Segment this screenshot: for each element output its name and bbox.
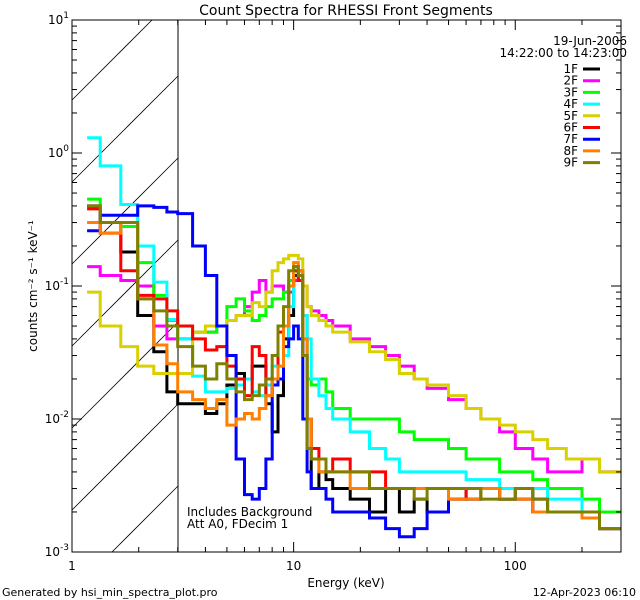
- y-tick-labels: 101 100 10-1 10-2 10-3: [45, 11, 70, 559]
- hatch-line: [71, 75, 179, 183]
- legend-label-7F: 7F: [563, 132, 578, 146]
- hatch-line: [71, 321, 179, 429]
- excluded-energy-hatch: [71, 19, 179, 553]
- y-tick-label: 10-1: [45, 277, 69, 293]
- footer-timestamp: 12-Apr-2023 06:10: [533, 586, 636, 599]
- y-tick-label: 100: [48, 144, 69, 160]
- hatch-line: [71, 239, 179, 347]
- series-5F: [87, 253, 621, 474]
- hatch-line: [71, 19, 153, 101]
- y-axis-label: counts cm⁻² s⁻¹ keV⁻¹: [26, 220, 40, 352]
- legend-label-8F: 8F: [563, 144, 578, 158]
- legend-label-5F: 5F: [563, 109, 578, 123]
- axis-ticks: [71, 20, 622, 553]
- y-tick-label: 10-3: [45, 543, 69, 559]
- legend-label-6F: 6F: [563, 121, 578, 135]
- hatch-line: [71, 157, 179, 265]
- y-tick-label: 101: [48, 11, 69, 27]
- footer-generated-by: Generated by hsi_min_spectra_plot.pro: [2, 586, 218, 599]
- hatch-line: [71, 403, 179, 511]
- annotation-background: Includes Background: [187, 505, 312, 519]
- x-tick-labels: 1 10 100: [68, 559, 527, 573]
- legend-label-9F: 9F: [563, 156, 578, 170]
- series-group: [87, 136, 621, 539]
- x-axis-label: Energy (keV): [307, 576, 384, 590]
- x-tick-label: 1: [68, 559, 76, 573]
- legend-label-4F: 4F: [563, 97, 578, 111]
- hatch-line: [111, 485, 179, 553]
- x-tick-label: 10: [286, 559, 301, 573]
- legend-label-1F: 1F: [563, 62, 578, 76]
- legend-date: 19-Jun-2006: [553, 34, 627, 48]
- y-tick-label: 10-2: [45, 410, 69, 426]
- series-9F: [87, 204, 621, 531]
- chart-title: Count Spectra for RHESSI Front Segments: [199, 3, 493, 19]
- x-tick-label: 100: [504, 559, 527, 573]
- legend-label-2F: 2F: [563, 74, 578, 88]
- legend-time-range: 14:22:00 to 14:23:00: [500, 46, 627, 60]
- legend-label-3F: 3F: [563, 85, 578, 99]
- annotation-attenuator: Att A0, FDecim 1: [187, 517, 288, 531]
